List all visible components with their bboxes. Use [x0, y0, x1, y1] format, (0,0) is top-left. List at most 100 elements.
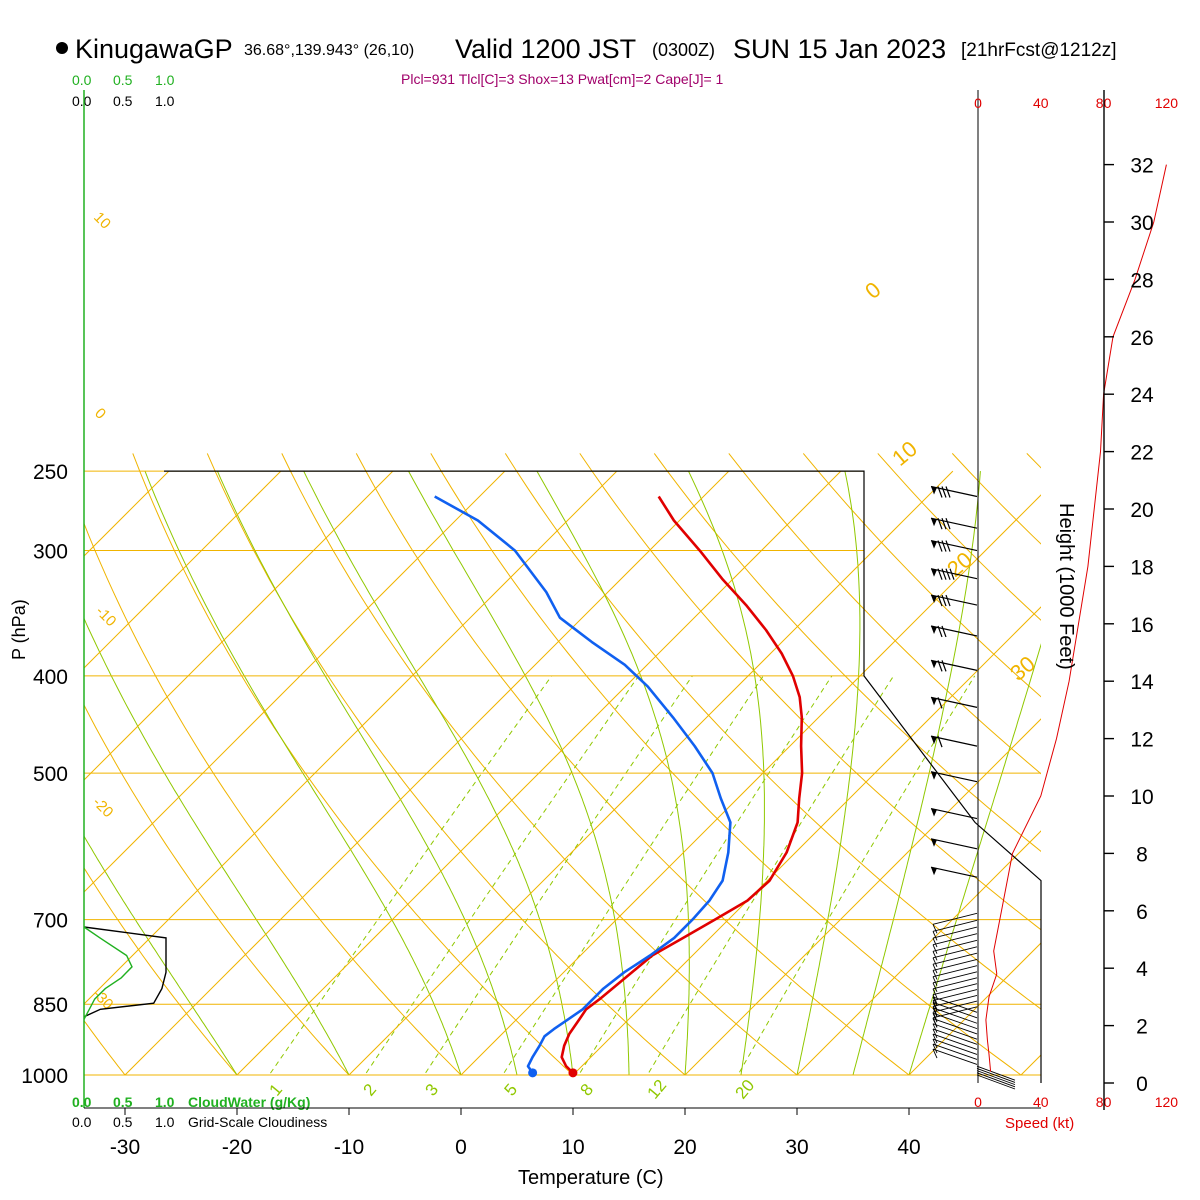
wind-barb	[930, 517, 978, 530]
height-tick-label: 10	[1130, 786, 1153, 809]
wind-barb-staff	[976, 1065, 1016, 1081]
wind-barb-feather	[932, 996, 938, 1007]
wind-barb-staff	[930, 625, 978, 637]
cloudiness-top-tick: 1.0	[155, 93, 175, 109]
station-coords: 36.68°,139.943° (26,10)	[244, 42, 414, 59]
wind-barb-staff	[932, 1018, 978, 1035]
wind-barb-feather	[932, 1018, 938, 1028]
isotherm-label: 10	[90, 209, 114, 233]
wind-barb-flag	[931, 867, 937, 876]
mixing-ratio-label: 20	[732, 1076, 759, 1103]
wind-barb	[930, 539, 978, 552]
dry-adiabat-line	[504, 453, 1041, 1010]
wind-barb-staff	[930, 735, 978, 747]
wind-barb-staff	[932, 1028, 978, 1045]
wind-barb-feather	[941, 540, 947, 552]
pressure-tick-label: 250	[33, 461, 68, 484]
pressure-tick-label: 500	[33, 763, 68, 786]
mixing-ratio-line	[578, 675, 833, 1075]
mixing-ratio-line	[737, 675, 976, 1075]
wind-barb-feather	[937, 697, 943, 709]
y-axis-label: P (hPa)	[9, 599, 29, 660]
sounding-profiles	[434, 495, 804, 1078]
wind-barb-flag	[931, 518, 937, 527]
dry-adiabat-line	[84, 522, 462, 1075]
x-axis-label: Temperature (C)	[518, 1167, 664, 1189]
speed-bottom-tick-label: 40	[1033, 1094, 1049, 1110]
wind-barb-feather	[932, 1033, 938, 1044]
wind-barb-feather	[932, 1007, 938, 1018]
moist-adiabat-line	[84, 835, 238, 1075]
wind-barb-flag	[931, 808, 937, 817]
height-tick-label: 2	[1136, 1016, 1148, 1039]
speed-bottom-tick-label: 0	[974, 1094, 982, 1110]
wind-barb-feather	[937, 735, 943, 748]
wind-barbs	[930, 485, 1016, 1090]
speed-panel: 0408012004080120024681012141618202224262…	[974, 90, 1178, 1110]
cloudwater-bottom-tick: 0.0	[72, 1094, 92, 1110]
moist-adiabat-line	[303, 470, 574, 1075]
wind-barb-staff	[930, 659, 978, 671]
dry-adiabat-line	[206, 453, 686, 1075]
wind-barb-feather	[932, 944, 938, 954]
height-tick-label: 0	[1136, 1073, 1148, 1096]
wind-barb-staff	[976, 1072, 1016, 1088]
wind-barb-feather	[932, 931, 938, 941]
temperature-profile-line	[560, 495, 804, 1074]
wind-barb-staff	[976, 1067, 1016, 1083]
wind-barb-staff	[932, 939, 978, 952]
wind-barb-feather	[937, 660, 943, 672]
forecast-run: [21hrFcst@1212z]	[961, 40, 1117, 61]
cloudwater-top-tick: 1.0	[155, 72, 175, 88]
wind-barb	[930, 771, 978, 783]
surface-temperature-marker	[568, 1068, 578, 1078]
x-tick-label: 40	[897, 1136, 920, 1159]
wind-barb-flag	[931, 486, 937, 495]
wind-barb-feather	[941, 518, 947, 530]
wind-barb-feather	[932, 957, 938, 967]
wind-barb	[930, 625, 978, 638]
wind-barb-feather	[937, 625, 943, 638]
wind-barb-staff	[932, 959, 978, 971]
moist-adiabat-line	[908, 643, 1041, 1075]
x-tick-label: -30	[110, 1136, 140, 1159]
height-tick-label: 30	[1130, 212, 1153, 235]
dry-adiabat-label: 30	[1005, 651, 1040, 686]
cloudwater-line	[83, 926, 133, 1020]
cloudiness-bottom-tick: 1.0	[155, 1114, 175, 1130]
wind-barb-staff	[932, 1002, 978, 1019]
cloudwater-bottom-tick: 1.0	[155, 1094, 175, 1110]
wind-barb-staff	[932, 1007, 978, 1024]
wind-barb-feather	[932, 963, 938, 974]
diagram-boundary	[164, 470, 1042, 1083]
wind-barb-feather	[945, 518, 951, 530]
station-marker-icon	[56, 42, 68, 54]
wind-barb-feather	[941, 486, 947, 498]
moist-adiabat-line	[144, 470, 462, 1075]
x-tick-label: 20	[673, 1136, 696, 1159]
moist-adiabat-line	[852, 471, 981, 1075]
wind-barb-staff	[932, 926, 978, 939]
height-tick-label: 4	[1136, 958, 1148, 981]
wind-barb-staff	[932, 989, 978, 1002]
wind-barb-feather	[937, 486, 943, 498]
wind-barb-staff	[976, 1074, 1016, 1090]
wind-barb-feather	[932, 970, 938, 980]
isotherm-label: 0	[91, 405, 109, 423]
wind-barb	[930, 659, 978, 672]
x-tick-label: 0	[455, 1136, 467, 1159]
dry-adiabat-line	[281, 453, 798, 1075]
wind-barb-feather	[941, 625, 947, 638]
x-tick-label: -10	[334, 1136, 364, 1159]
speed-top-tick-label: 120	[1155, 95, 1179, 111]
dry-adiabat-line	[1026, 453, 1041, 469]
dry-adiabat-line	[132, 453, 574, 1075]
wind-barb-staff	[932, 919, 978, 932]
wind-barb-staff	[930, 807, 978, 820]
x-tick-label: 30	[785, 1136, 808, 1159]
wind-barb-staff	[932, 1048, 978, 1065]
speed-axis-label: Speed (kt)	[1005, 1115, 1074, 1132]
wind-barb-staff	[932, 971, 978, 984]
mixing-ratio-lines	[268, 675, 976, 1075]
